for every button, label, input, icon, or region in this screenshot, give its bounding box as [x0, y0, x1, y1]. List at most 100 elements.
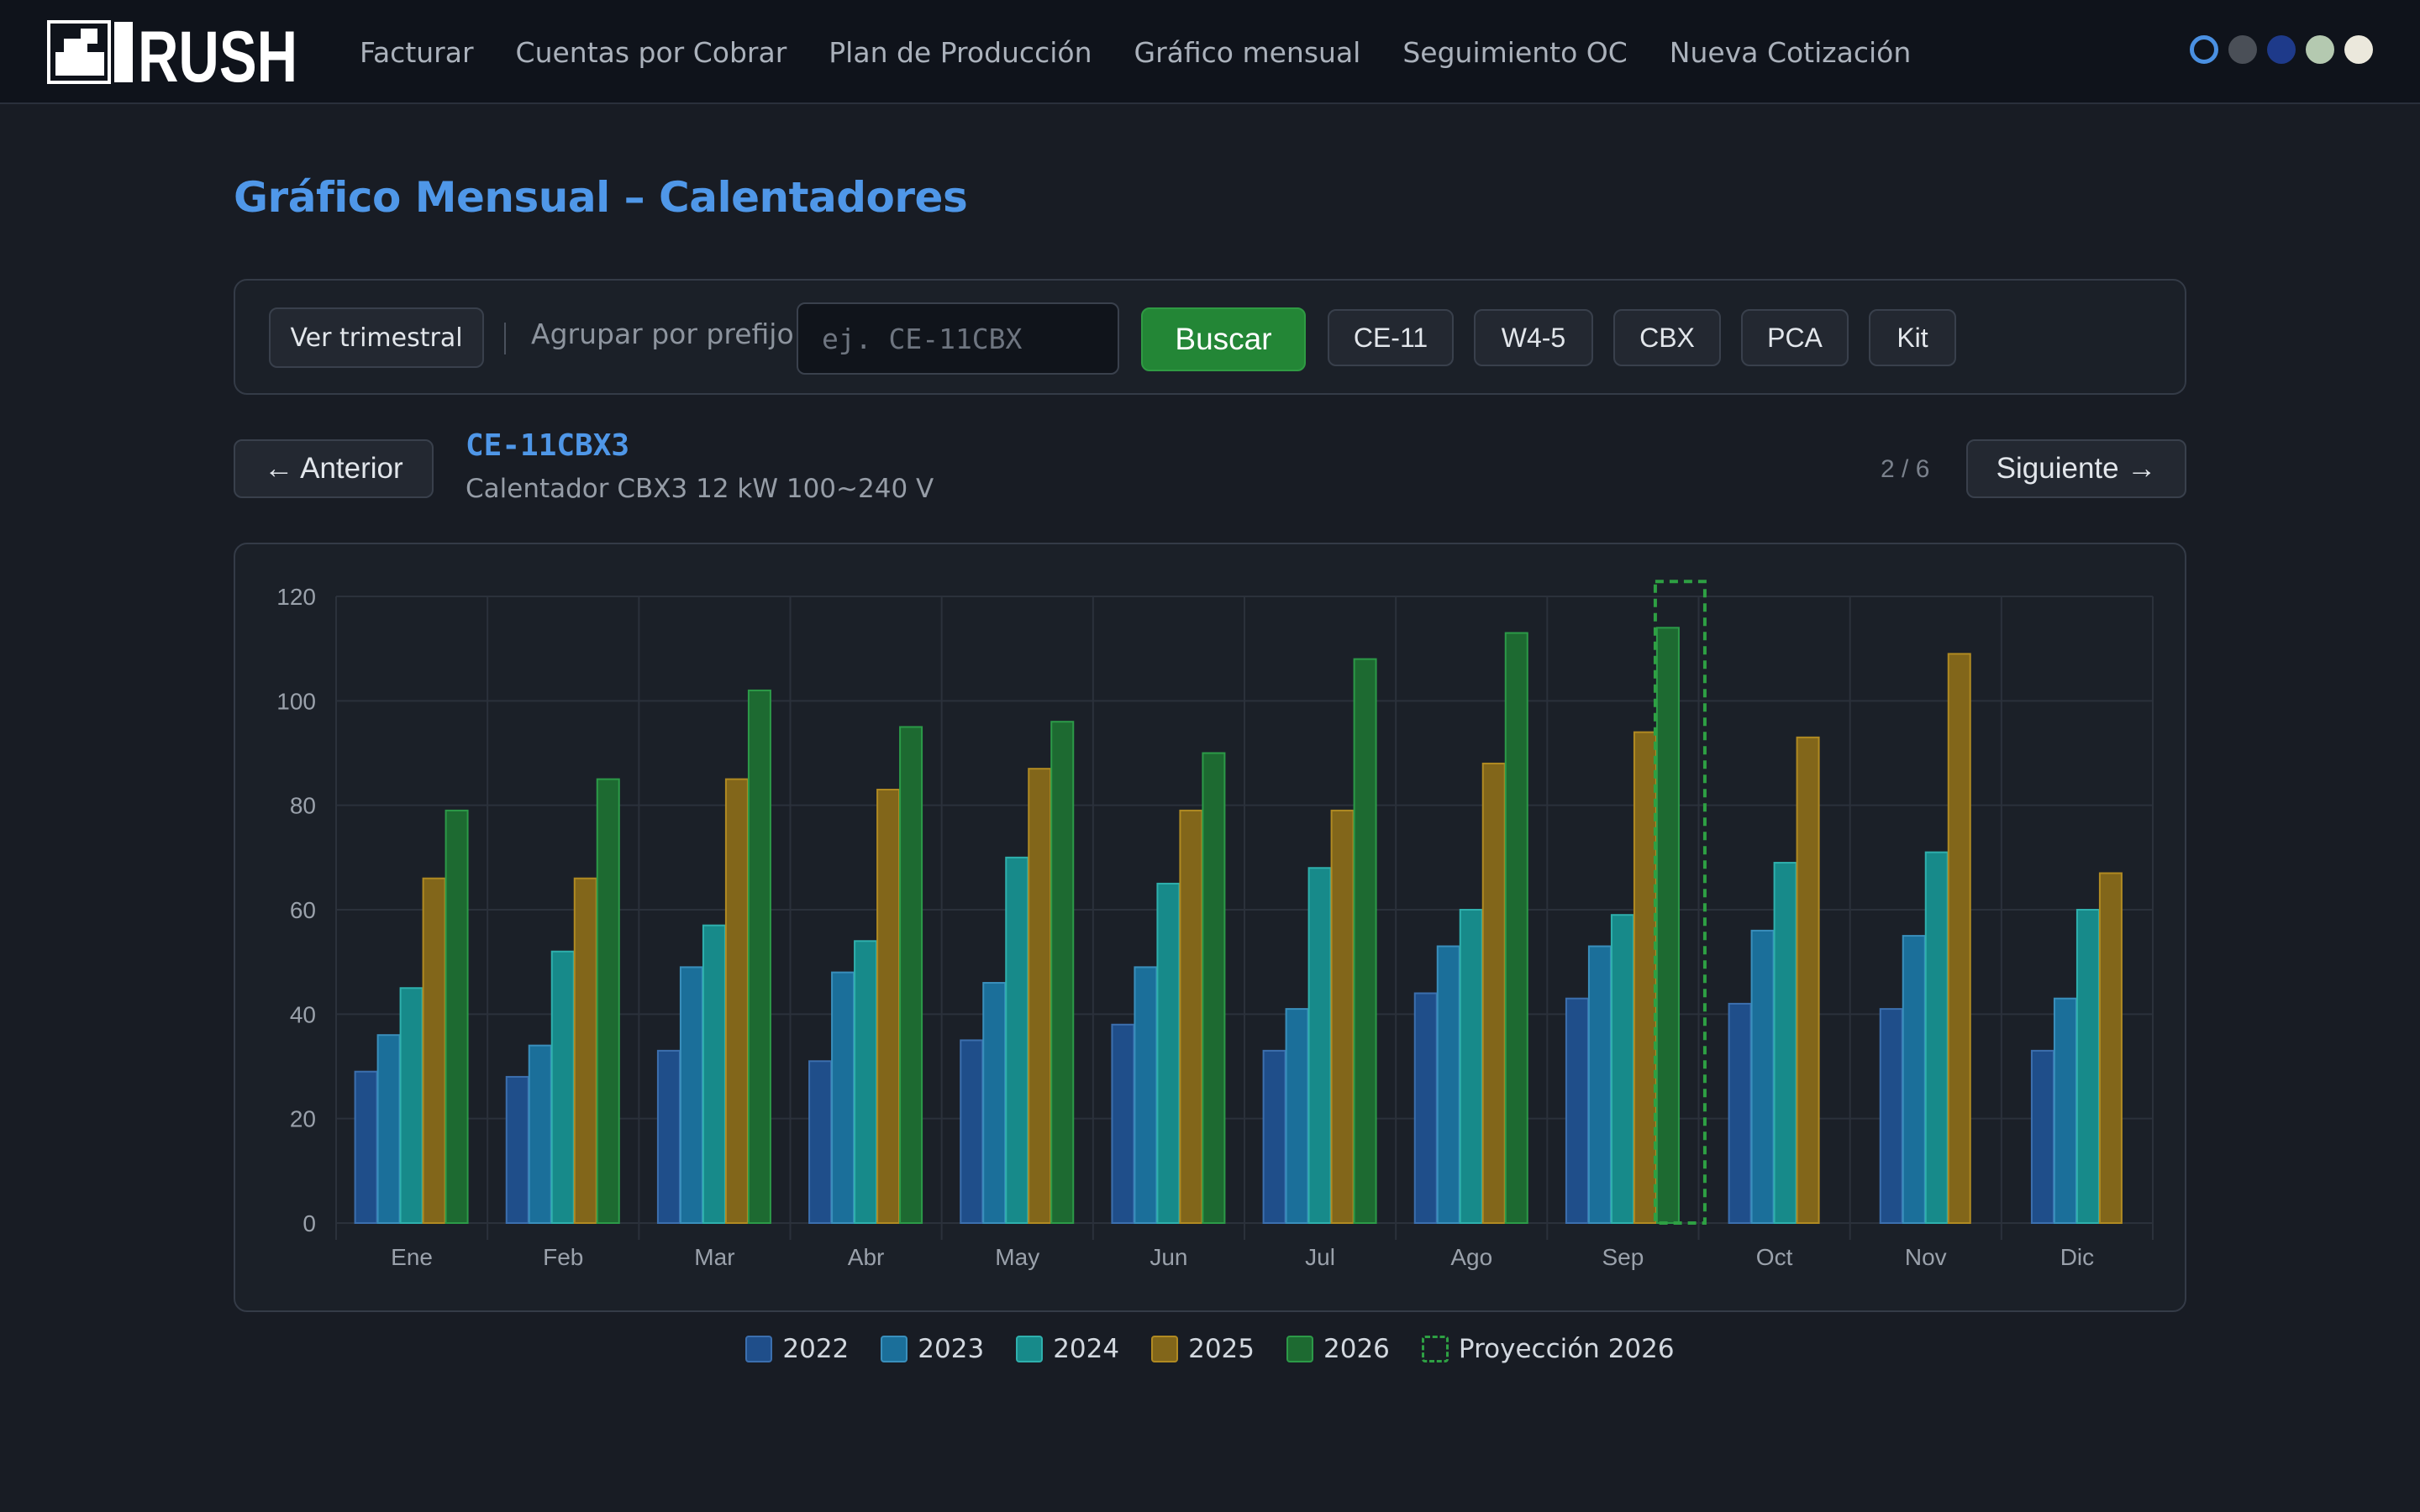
- bar-2024-feb: [550, 950, 575, 1224]
- x-tick-label: Ene: [391, 1244, 433, 1270]
- bar-2023-sep: [1587, 945, 1612, 1224]
- chip-kit[interactable]: Kit: [1869, 309, 1956, 366]
- bar-2022-abr: [808, 1060, 833, 1224]
- theme-selector: [2190, 35, 2373, 64]
- legend-label: 2022: [782, 1334, 850, 1364]
- chip-ce-11[interactable]: CE-11: [1328, 309, 1454, 366]
- bar-2024-jul: [1307, 867, 1332, 1224]
- y-tick-label: 60: [290, 897, 316, 923]
- bar-2026-may: [1050, 721, 1075, 1224]
- legend-item-2022[interactable]: 2022: [745, 1334, 849, 1364]
- legend-item-projection[interactable]: Proyección 2026: [1421, 1334, 1675, 1364]
- bar-2022-dic: [2030, 1049, 2054, 1224]
- product-description: Calentador CBX3 12 kW 100~240 V: [466, 474, 934, 504]
- previous-button[interactable]: ← Anterior: [234, 439, 434, 498]
- x-tick-label: Nov: [1905, 1244, 1947, 1270]
- legend-swatch: [881, 1336, 908, 1362]
- x-tick-label: Oct: [1756, 1244, 1793, 1270]
- nav-facturar[interactable]: Facturar: [360, 35, 474, 69]
- x-tick-label: Dic: [2060, 1244, 2094, 1270]
- chip-pca[interactable]: PCA: [1741, 309, 1849, 366]
- bar-2022-nov: [1879, 1008, 1903, 1224]
- next-button[interactable]: Siguiente →: [1966, 439, 2186, 498]
- bar-2026-ago: [1504, 632, 1528, 1225]
- nav-nueva-cotizacion[interactable]: Nueva Cotización: [1669, 35, 1912, 69]
- filter-divider: [504, 323, 506, 354]
- nav-cuentas-por-cobrar[interactable]: Cuentas por Cobrar: [515, 35, 787, 69]
- bar-2026-ene: [445, 809, 469, 1224]
- theme-dot-sage[interactable]: [2306, 35, 2334, 64]
- bar-2023-nov: [1902, 935, 1926, 1224]
- bar-2022-jun: [1111, 1023, 1135, 1224]
- bar-2025-oct: [1796, 736, 1820, 1225]
- legend-swatch: [1151, 1336, 1179, 1362]
- chip-cbx[interactable]: CBX: [1613, 309, 1721, 366]
- bar-2025-sep: [1633, 731, 1657, 1224]
- bar-2025-jul: [1330, 809, 1355, 1224]
- y-tick-label: 120: [276, 584, 316, 610]
- brand-name: RUSH: [138, 18, 297, 86]
- x-tick-label: Jun: [1150, 1244, 1187, 1270]
- legend-label: 2024: [1053, 1334, 1120, 1364]
- chart-legend: 2022 2023 2024 2025 2026 Proyección 2026: [0, 1334, 2420, 1364]
- bar-2022-ene: [354, 1070, 378, 1225]
- theme-dot-blue[interactable]: [2190, 35, 2218, 64]
- bar-2023-jun: [1134, 966, 1158, 1224]
- quarterly-view-button[interactable]: Ver trimestral: [269, 307, 484, 368]
- legend-swatch: [1421, 1336, 1449, 1362]
- y-tick-label: 40: [290, 1001, 316, 1027]
- y-tick-label: 80: [290, 793, 316, 819]
- y-tick-label: 100: [276, 688, 316, 714]
- bar-2023-abr: [831, 971, 855, 1224]
- x-tick-label: Abr: [848, 1244, 885, 1270]
- bar-2026-sep: [1655, 627, 1680, 1225]
- search-button[interactable]: Buscar: [1141, 307, 1306, 371]
- legend-swatch: [745, 1336, 773, 1362]
- legend-label: Proyección 2026: [1458, 1334, 1675, 1364]
- bar-2022-oct: [1728, 1002, 1752, 1225]
- legend-swatch: [1286, 1336, 1314, 1362]
- nav-plan-de-produccion[interactable]: Plan de Producción: [829, 35, 1092, 69]
- bar-2026-mar: [747, 689, 771, 1224]
- group-by-prefix-label: Agrupar por prefijo:: [531, 318, 803, 350]
- nav-grafico-mensual[interactable]: Gráfico mensual: [1134, 35, 1361, 69]
- legend-item-2026[interactable]: 2026: [1286, 1334, 1390, 1364]
- y-tick-label: 0: [302, 1210, 316, 1236]
- legend-item-2025[interactable]: 2025: [1151, 1334, 1255, 1364]
- bar-2023-oct: [1750, 929, 1775, 1224]
- x-tick-label: Mar: [694, 1244, 734, 1270]
- bar-2024-sep: [1610, 914, 1634, 1224]
- bar-2025-dic: [2098, 872, 2123, 1224]
- bar-2025-ago: [1481, 762, 1506, 1224]
- bar-2024-dic: [2075, 909, 2100, 1224]
- bar-2025-nov: [1947, 653, 1971, 1224]
- monthly-bar-chart: 0 20 40 60 80 100 120 Ene Feb Mar Abr May Jun Jul Ago S…: [276, 580, 2154, 1270]
- product-code: CE-11CBX3: [466, 428, 630, 463]
- rush-logo[interactable]: RUSH: [47, 18, 299, 86]
- legend-item-2023[interactable]: 2023: [881, 1334, 984, 1364]
- bar-2022-jul: [1262, 1049, 1286, 1224]
- bar-2022-mar: [656, 1049, 681, 1224]
- top-navbar: RUSH Facturar Cuentas por Cobrar Plan de…: [0, 0, 2420, 104]
- bar-2024-nov: [1924, 851, 1949, 1224]
- x-tick-label: Ago: [1450, 1244, 1492, 1270]
- chip-w4-5[interactable]: W4-5: [1474, 309, 1593, 366]
- page-indicator: 2 / 6: [1881, 455, 1930, 483]
- x-tick-label: Jul: [1305, 1244, 1335, 1270]
- bar-2023-may: [982, 982, 1007, 1224]
- legend-item-2024[interactable]: 2024: [1016, 1334, 1119, 1364]
- theme-dot-cream[interactable]: [2344, 35, 2373, 64]
- nav-seguimiento-oc[interactable]: Seguimiento OC: [1402, 35, 1628, 69]
- prefix-input[interactable]: [797, 302, 1119, 375]
- legend-label: 2023: [918, 1334, 985, 1364]
- legend-swatch: [1016, 1336, 1044, 1362]
- x-tick-label: Feb: [543, 1244, 583, 1270]
- theme-dot-gray[interactable]: [2228, 35, 2257, 64]
- bar-2024-oct: [1773, 862, 1797, 1224]
- theme-dot-navy[interactable]: [2267, 35, 2296, 64]
- projection-2026-marker: [1653, 580, 1707, 1226]
- bar-2025-ene: [422, 877, 446, 1224]
- bar-2024-ene: [399, 987, 424, 1224]
- bar-2026-abr: [899, 726, 923, 1224]
- bar-2023-mar: [679, 966, 703, 1224]
